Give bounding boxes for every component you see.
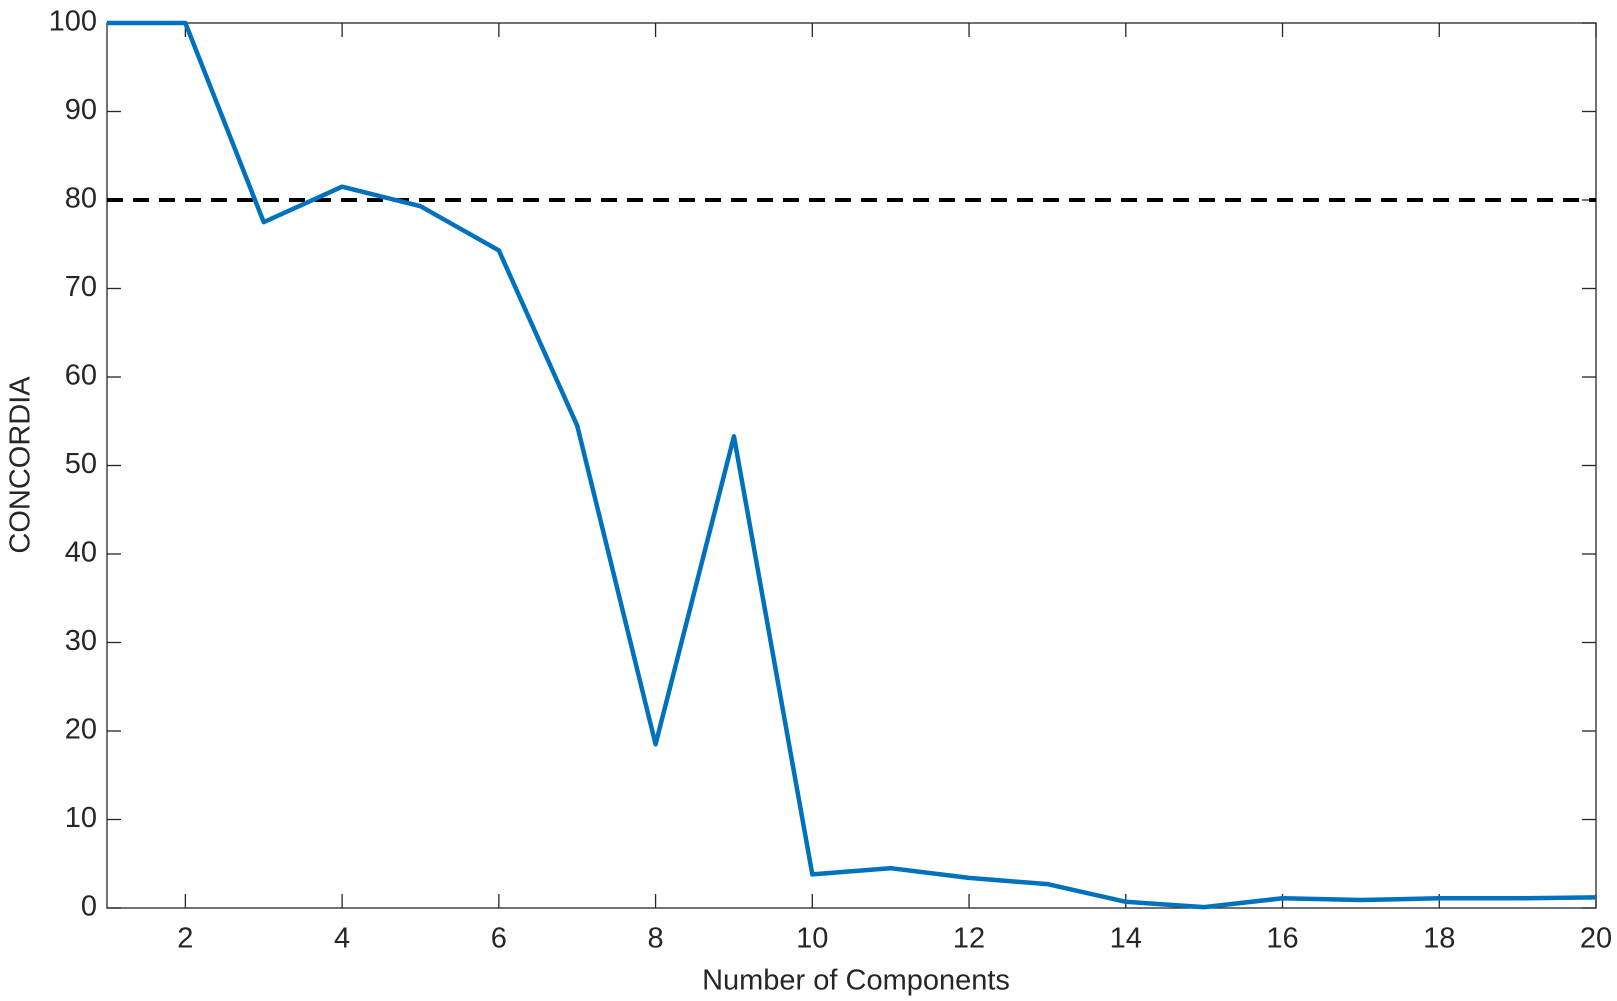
y-tick-label: 20 xyxy=(65,714,97,746)
y-tick-label: 80 xyxy=(65,183,97,215)
x-tick-label: 8 xyxy=(648,923,664,955)
x-axis-label: Number of Components xyxy=(702,965,1010,997)
y-tick-label: 40 xyxy=(65,537,97,569)
data-line xyxy=(107,20,1597,910)
x-tick-label: 18 xyxy=(1423,923,1455,955)
y-tick-label: 10 xyxy=(65,802,97,834)
y-tick-label: 30 xyxy=(65,625,97,657)
y-axis-label: CONCORDIA xyxy=(5,376,37,554)
x-tick-label: 4 xyxy=(334,923,350,955)
y-tick-label: 90 xyxy=(65,94,97,126)
y-tick-label: 70 xyxy=(65,271,97,303)
x-tick-label: 20 xyxy=(1580,923,1612,955)
x-tick-label: 10 xyxy=(796,923,828,955)
x-tick-label: 6 xyxy=(491,923,507,955)
x-tick-label: 2 xyxy=(177,923,193,955)
y-tick-label: 100 xyxy=(49,6,97,38)
plot-frame xyxy=(106,22,1597,909)
x-tick-label: 14 xyxy=(1110,923,1142,955)
x-tick-label: 12 xyxy=(953,923,985,955)
y-tick-label: 50 xyxy=(65,448,97,480)
x-tick-label: 16 xyxy=(1266,923,1298,955)
y-tick-label: 0 xyxy=(81,891,97,923)
y-tick-label: 60 xyxy=(65,360,97,392)
